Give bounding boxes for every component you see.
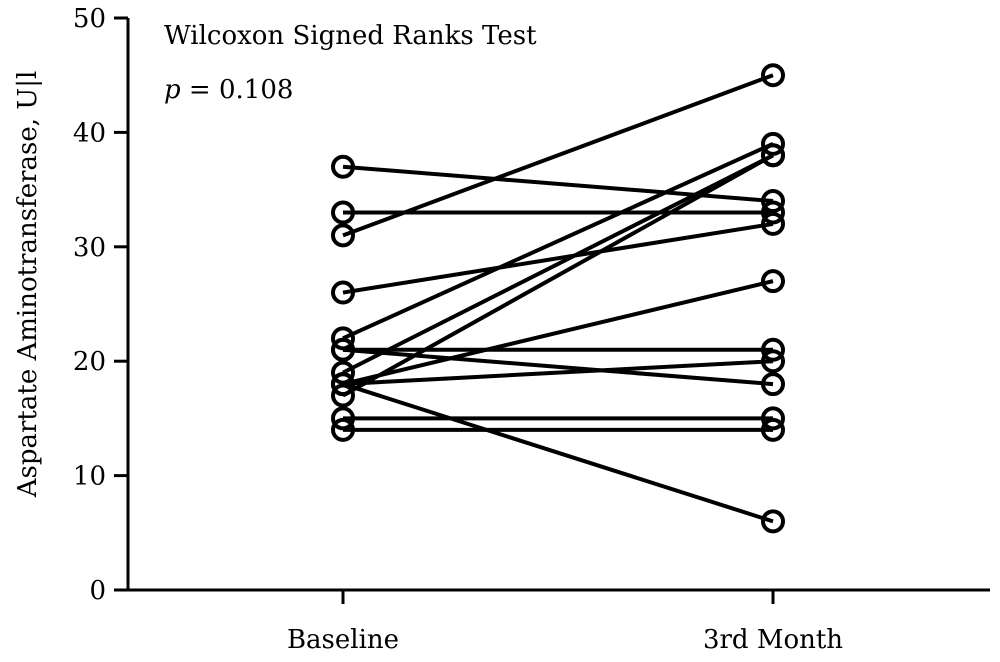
p-value-annotation: p = 0.108 [164,75,293,105]
month3-point-6 [761,372,785,397]
baseline-point-4 [331,326,355,351]
baseline-point-11 [331,372,355,397]
month3-point-11 [761,509,785,534]
y-ticks: 0 10 20 30 40 50 [73,4,128,606]
month3-point-12 [761,406,785,431]
month3-point-4 [761,131,785,156]
pair-line-4 [342,142,774,341]
pair-line-10 [342,359,774,387]
pair-line-2 [342,73,774,238]
axes [126,18,990,592]
baseline-point-1 [331,200,355,225]
y-tick-label-50: 50 [73,4,106,34]
y-tick-label-20: 20 [73,347,106,377]
month3-point-8 [761,269,785,294]
month3-point-1 [761,200,785,225]
pair-lines [342,73,774,524]
pair-line-8 [342,279,774,387]
annotations: Wilcoxon Signed Ranks Test p = 0.108 [164,21,537,105]
month3-point-0 [761,189,785,214]
baseline-point-3 [331,280,355,305]
month3-point-10 [761,349,785,374]
baseline-point-13 [331,417,355,442]
month3-point-9 [761,143,785,168]
p-symbol: p [164,75,181,105]
y-tick-label-10: 10 [73,462,106,492]
y-tick-label-0: 0 [89,576,106,606]
x-tick-label-1: 3rd Month [703,625,843,655]
baseline-point-12 [331,406,355,431]
month3-point-5 [761,337,785,362]
pair-line-9 [342,153,774,398]
x-tick-label-0: Baseline [287,625,399,655]
y-tick-label-40: 40 [73,118,106,148]
baseline-point-6 [331,337,355,362]
month3-point-3 [761,211,785,236]
baseline-point-2 [331,223,355,248]
pair-line-11 [342,382,774,524]
y-tick-label-30: 30 [73,233,106,263]
markers [331,63,785,534]
x-ticks: Baseline 3rd Month [287,590,843,655]
pair-line-3 [342,221,774,295]
p-value-text: = 0.108 [181,75,294,105]
month3-point-13 [761,417,785,442]
baseline-point-9 [331,383,355,408]
baseline-point-0 [331,154,355,179]
month3-point-2 [761,63,785,88]
baseline-point-7 [331,360,355,385]
test-name-annotation: Wilcoxon Signed Ranks Test [164,21,537,51]
pair-line-7 [342,153,774,375]
y-axis-title: Aspartate Aminotransferase, U|l [13,71,43,499]
